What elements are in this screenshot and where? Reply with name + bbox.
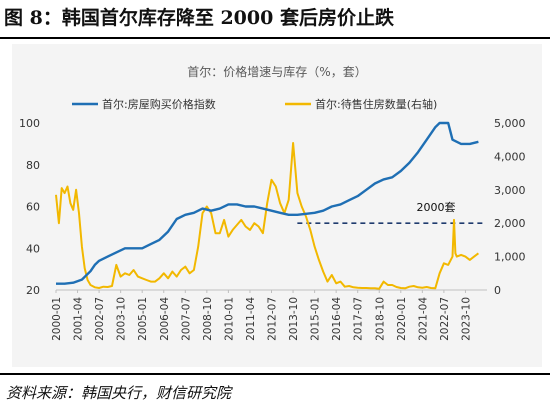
series-line-price-index <box>56 121 479 285</box>
x-tick-label: 2013-10 <box>288 297 300 341</box>
top-rule <box>0 37 550 39</box>
chart-title: 首尔：价格增速与库存（%，套） <box>187 64 366 79</box>
x-tick-label: 2017-07 <box>353 297 365 341</box>
x-tick-label: 2020-01 <box>396 297 408 341</box>
x-tick-label: 2000-01 <box>51 297 63 341</box>
x-tick-label: 2002-07 <box>94 297 106 341</box>
y-right-tick-label: 1,000 <box>494 251 526 264</box>
x-tick-label: 2015-01 <box>310 297 322 341</box>
x-tick-label: 2022-07 <box>439 297 451 341</box>
figure-title: 图 8：韩国首尔库存降至 2000 套后房价止跌 <box>4 7 394 29</box>
x-tick-label: 2007-07 <box>180 297 192 341</box>
x-tick-label: 2023-10 <box>460 297 472 341</box>
series-line-inventory <box>55 142 480 290</box>
x-tick-label: 2003-10 <box>116 297 128 341</box>
y-left-tick-label: 40 <box>26 242 40 255</box>
annotation-2000: 2000套 <box>417 201 456 214</box>
y-left-tick-label: 100 <box>19 117 40 130</box>
x-tick-label: 2010-01 <box>223 297 235 341</box>
y-right-tick-label: 2,000 <box>494 217 526 230</box>
x-tick-label: 2005-01 <box>137 297 149 341</box>
y-left-tick-label: 80 <box>26 159 40 172</box>
x-tick-label: 2021-04 <box>417 297 429 341</box>
y-right-tick-label: 3,000 <box>494 184 526 197</box>
bottom-rule <box>0 373 550 375</box>
x-tick-label: 2011-04 <box>245 297 257 341</box>
x-tick-label: 2008-10 <box>202 297 214 341</box>
y-right-tick-label: 4,000 <box>494 150 526 163</box>
source-note: 资料来源：韩国央行，财信研究院 <box>6 384 232 402</box>
y-right-tick-label: 5,000 <box>494 117 526 130</box>
x-tick-label: 2016-04 <box>331 297 343 341</box>
x-tick-label: 2018-10 <box>374 297 386 341</box>
x-tick-label: 2012-07 <box>267 297 279 341</box>
legend-label-price-index: 首尔:房屋购买价格指数 <box>102 97 216 111</box>
legend-label-inventory: 首尔:待售住房数量(右轴) <box>315 97 437 111</box>
y-right-tick-label: 0 <box>494 284 501 297</box>
x-tick-label: 2006-04 <box>159 297 171 341</box>
y-left-tick-label: 60 <box>26 201 40 214</box>
y-left-tick-label: 20 <box>26 284 40 297</box>
chart-panel <box>12 44 542 367</box>
x-tick-label: 2001-04 <box>73 297 85 341</box>
